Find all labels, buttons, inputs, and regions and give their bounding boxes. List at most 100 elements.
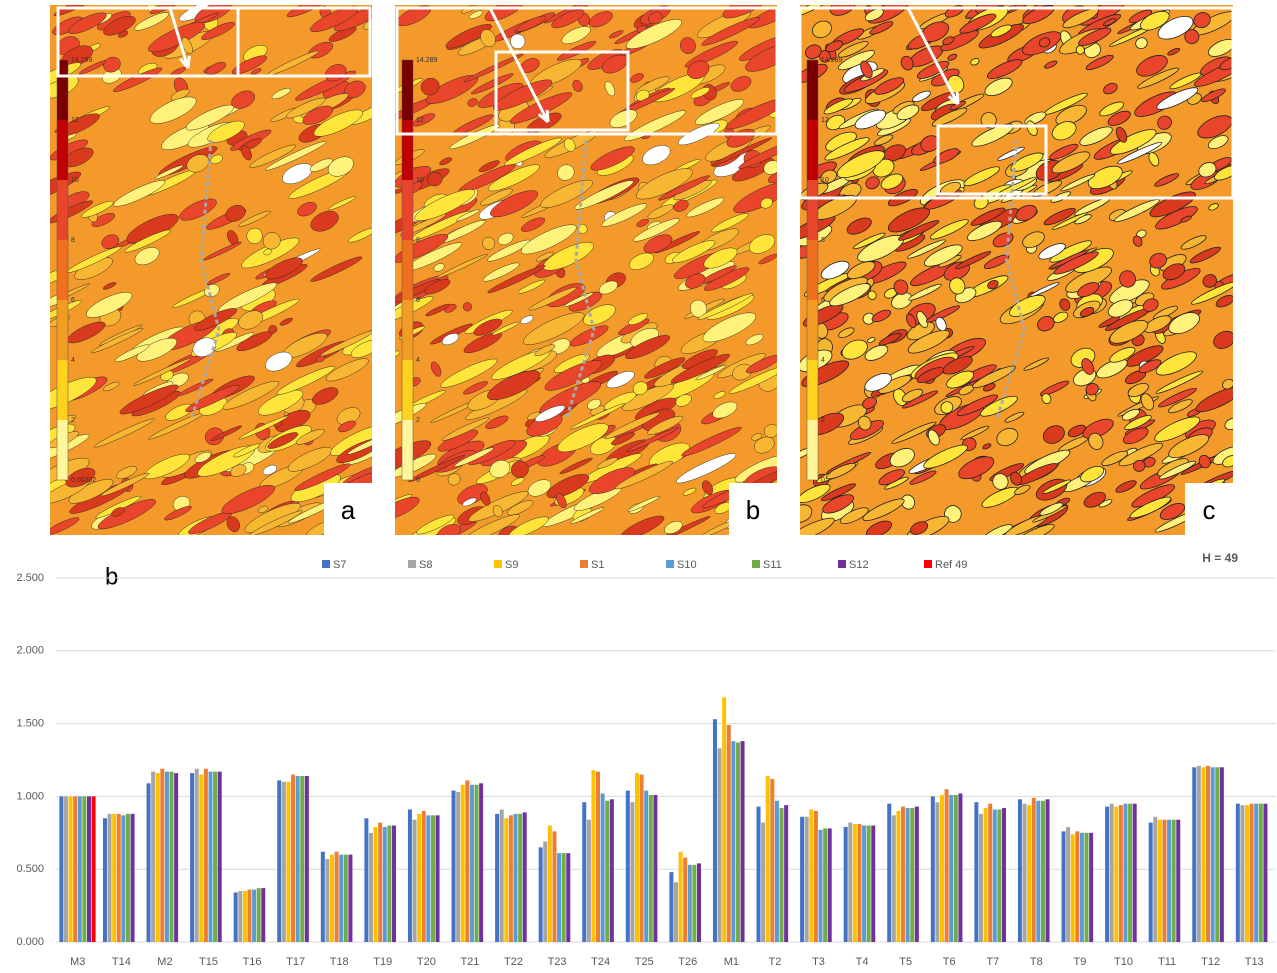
contour-blob — [1043, 208, 1076, 226]
bar — [300, 776, 305, 942]
bar — [1040, 800, 1045, 942]
contour-blob — [487, 370, 541, 401]
contour-blob — [628, 313, 648, 325]
contour-blob — [572, 79, 583, 92]
bar — [625, 790, 630, 942]
contour-blob — [221, 485, 275, 515]
contour-blob — [1222, 455, 1233, 468]
contour-blob — [854, 109, 887, 130]
contour-blob — [561, 26, 591, 45]
bar — [348, 854, 353, 942]
bar — [1128, 803, 1133, 942]
contour-blob — [347, 434, 372, 455]
highlight-box — [395, 6, 779, 136]
bar — [77, 796, 82, 942]
colorbar-label: 2 — [821, 417, 825, 424]
contour-blob — [763, 160, 777, 175]
bar — [609, 799, 614, 942]
contour-blob — [1184, 29, 1200, 45]
contour-blob — [820, 260, 850, 280]
contour-blob — [414, 189, 476, 222]
x-tick-label: T18 — [330, 956, 349, 968]
contour-blob — [510, 477, 525, 486]
contour-blob — [231, 55, 267, 75]
bar — [199, 774, 204, 942]
bar — [944, 789, 949, 942]
contour-blob — [263, 248, 272, 256]
contour-blob — [972, 365, 1016, 389]
contour-blob — [420, 77, 440, 96]
contour-blob — [225, 204, 246, 222]
bar — [1089, 832, 1094, 942]
contour-blob — [738, 140, 777, 169]
contour-blob — [703, 247, 738, 269]
bar — [1263, 803, 1268, 942]
contour-blob — [730, 76, 752, 92]
contour-blob — [441, 333, 459, 346]
bar — [407, 809, 412, 942]
colorbar-segment — [402, 240, 413, 300]
contour-blob — [1162, 263, 1186, 281]
contour-blob — [754, 436, 775, 454]
x-tick-label: T24 — [591, 956, 610, 968]
contour-blob — [846, 217, 872, 235]
contour-blob — [864, 8, 884, 22]
bar — [557, 853, 562, 942]
contour-blob — [1127, 382, 1149, 398]
contour-blob — [310, 256, 363, 282]
contour-blob — [800, 504, 813, 523]
colorbar-segment — [402, 120, 413, 180]
highlight-box — [494, 50, 630, 132]
contour-blob — [1202, 274, 1217, 288]
bar — [1079, 832, 1084, 942]
contour-blob — [574, 180, 634, 210]
bar — [862, 825, 867, 942]
bar — [295, 776, 300, 942]
bar — [823, 828, 828, 942]
x-tick-label: M2 — [157, 956, 172, 968]
contour-blob — [954, 251, 992, 270]
contour-blob — [1051, 121, 1077, 141]
contour-blob — [620, 515, 665, 535]
contour-blob — [860, 60, 873, 79]
contour-blob — [1103, 18, 1117, 27]
bar — [261, 888, 266, 942]
bar — [63, 796, 68, 942]
legend-swatch — [408, 560, 416, 568]
contour-blob — [279, 317, 293, 326]
contour-blob — [86, 291, 133, 318]
contour-blob — [990, 24, 1012, 38]
contour-blob — [829, 283, 871, 307]
contour-blob — [111, 507, 125, 517]
bar — [717, 748, 722, 942]
contour-map: 14.289 12 10 8 6 4 2 0.00302 — [50, 5, 372, 535]
contour-blob — [436, 253, 488, 279]
bar — [683, 857, 688, 942]
arrow-head — [537, 109, 550, 124]
contour-blob — [504, 137, 562, 166]
contour-blob — [1115, 126, 1128, 143]
bar — [1235, 803, 1240, 942]
bar — [421, 810, 426, 942]
contour-blob — [441, 417, 490, 441]
contour-blob — [841, 339, 868, 360]
bar — [194, 768, 199, 942]
bar — [687, 864, 692, 942]
contour-blob — [1140, 10, 1170, 31]
contour-blob — [246, 227, 263, 244]
contour-blob — [1118, 443, 1163, 467]
contour-blob — [1168, 399, 1193, 414]
bar — [130, 813, 135, 942]
contour-blob — [478, 160, 500, 173]
bar — [495, 813, 500, 942]
bar — [330, 854, 335, 942]
bar — [731, 741, 736, 942]
contour-blob — [712, 401, 738, 419]
contour-blob — [136, 337, 178, 362]
contour-blob — [862, 396, 877, 409]
bar — [1118, 805, 1123, 942]
contour-blob — [1078, 27, 1112, 46]
colorbar-label: 2 — [416, 417, 420, 424]
contour-blob — [1115, 480, 1137, 493]
contour-blob — [201, 22, 235, 40]
